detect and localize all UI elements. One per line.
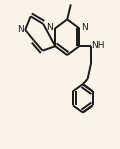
Text: N: N: [81, 23, 88, 32]
Text: NH: NH: [91, 41, 105, 50]
Text: N: N: [17, 25, 24, 34]
Text: N: N: [46, 23, 53, 32]
